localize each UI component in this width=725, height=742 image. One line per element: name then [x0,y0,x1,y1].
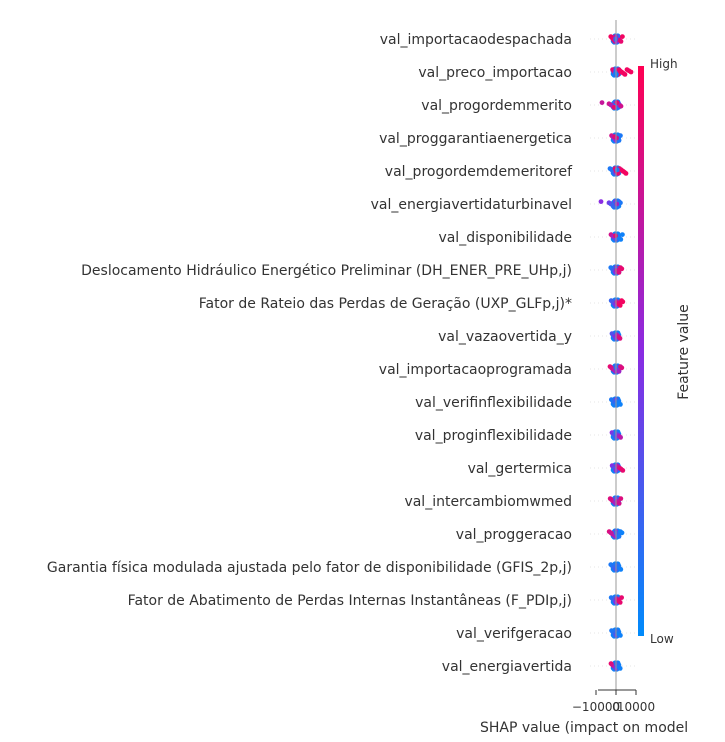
colorbar [638,66,644,636]
feature-rows: val_importacaodespachada val_preco_import… [47,32,636,675]
feature-label: val_energiavertida [442,659,572,675]
colorbar-high-label: High [650,57,678,71]
feature-label: val_disponibilidade [438,230,572,246]
feature-label: val_preco_importacao [418,65,572,81]
shap-point [620,232,625,238]
shap-point [618,633,623,638]
shap-point [614,100,620,105]
shap-point [618,103,624,109]
feature-label: val_verifinflexibilidade [415,395,572,411]
feature-label: val_vazaovertida_y [438,329,572,345]
shap-point [618,133,623,139]
shap-point [616,369,622,374]
feature-label: val_proggeracao [456,527,572,543]
shap-point [617,666,623,671]
shap-point [619,530,625,536]
shap-point [617,600,623,605]
shap-point [599,100,605,105]
shap-point [616,501,622,506]
feature-label: val_intercambiomwmed [404,494,572,510]
feature-label: val_progordemdemeritoref [385,164,573,180]
shap-point [614,135,619,141]
shap-point [618,237,624,242]
x-axis-title: SHAP value (impact on model [480,720,688,736]
shap-point [611,105,617,110]
feature-label: Fator de Abatimento de Perdas Internas I… [128,593,572,609]
shap-point [617,336,623,341]
shap-point [618,435,623,440]
feature-label: val_gertermica [468,461,572,477]
x-tick-label: 0 [612,700,620,714]
shap-point [618,567,624,572]
shap-point [618,402,623,407]
shap-points [598,33,634,672]
shap-point [615,171,621,176]
shap-point [619,266,625,272]
x-tick-label: −10000 [572,700,620,714]
feature-label: val_importacaodespachada [380,32,572,48]
shap-point [616,270,622,275]
feature-label: val_proginflexibilidade [415,428,572,444]
colorbar-low-label: Low [650,632,674,646]
feature-label: val_verifgeracao [456,626,572,642]
shap-point [623,171,629,176]
feature-label: Fator de Rateio das Perdas de Geração (U… [199,296,572,312]
feature-label: Garantia física modulada ajustada pelo f… [47,560,572,576]
shap-point [620,299,626,305]
shap-point [618,496,624,501]
shap-point [616,534,622,539]
x-tick-label: 10000 [617,700,655,714]
shap-point [614,201,620,207]
shap-point [620,34,625,39]
shap-point [622,72,628,77]
shap-point [618,39,624,44]
shap-point [618,200,623,206]
feature-label: val_energiavertidaturbinavel [371,197,572,213]
feature-label: val_importacaoprogramada [379,362,572,378]
feature-label: val_proggarantiaenergetica [379,131,572,147]
feature-label: Deslocamento Hidráulico Energético Preli… [81,263,572,279]
shap-point [617,303,623,308]
colorbar-title: Feature value [676,304,692,400]
shap-point [620,468,626,473]
shap-point [598,199,604,205]
shap-point [628,69,634,75]
shap-point [613,233,618,239]
feature-label: val_progordemmerito [421,98,572,114]
shap-point [619,365,625,371]
shap-point [619,595,624,600]
